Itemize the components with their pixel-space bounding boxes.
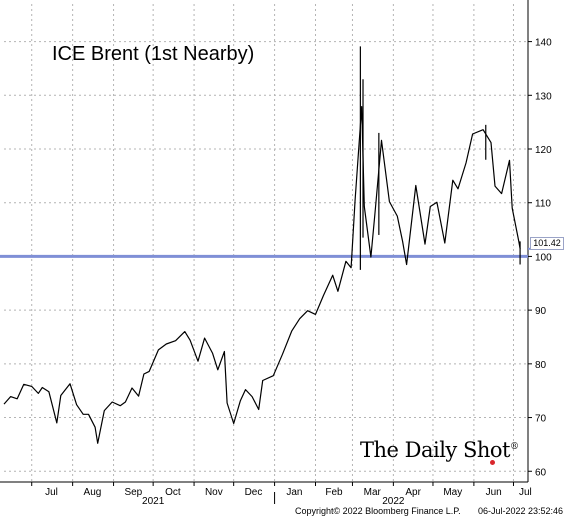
y-tick-label: 70 bbox=[535, 414, 547, 425]
y-tick-label: 100 bbox=[535, 252, 552, 263]
y-tick-label: 140 bbox=[535, 38, 552, 49]
watermark-dot bbox=[490, 460, 495, 465]
y-tick-label: 80 bbox=[535, 360, 547, 371]
y-tick-label: 110 bbox=[535, 199, 551, 210]
x-month-label: Mar bbox=[364, 487, 382, 498]
x-month-label: May bbox=[443, 487, 462, 498]
x-month-label: Feb bbox=[325, 487, 343, 498]
x-month-label: Sep bbox=[124, 487, 142, 498]
x-month-label: Nov bbox=[205, 487, 223, 498]
x-month-label: Aug bbox=[84, 487, 102, 498]
x-month-label: Jul bbox=[519, 487, 532, 498]
copyright-note: Copyright© 2022 Bloomberg Finance L.P. bbox=[295, 506, 461, 516]
line-layer bbox=[0, 46, 531, 444]
x-month-label: Jul bbox=[45, 487, 58, 498]
watermark-logo: The Daily Shot® bbox=[360, 438, 519, 462]
y-tick-label: 90 bbox=[535, 306, 547, 317]
axis-layer: 60 70 80 90 100 110 120 130 140 Jul Aug Sep Oct Nov De… bbox=[0, 0, 552, 507]
chart-title: ICE Brent (1st Nearby) bbox=[52, 43, 255, 65]
y-tick-label: 120 bbox=[535, 145, 552, 156]
price-series-line bbox=[3, 106, 521, 444]
x-month-label: Dec bbox=[245, 487, 263, 498]
x-month-label: Apr bbox=[405, 487, 421, 498]
x-month-label: Jan bbox=[286, 487, 302, 498]
x-month-label: Oct bbox=[165, 487, 181, 498]
x-year-label: 2021 bbox=[142, 496, 165, 507]
x-year-label: 2022 bbox=[382, 496, 405, 507]
y-tick-label: 130 bbox=[535, 91, 552, 102]
watermark-text: The Daily Shot bbox=[360, 438, 510, 462]
grid-layer bbox=[4, 4, 528, 482]
last-value-label: 101.42 bbox=[530, 237, 564, 250]
y-tick-label: 60 bbox=[535, 467, 547, 478]
x-month-label: Jun bbox=[486, 487, 502, 498]
registered-mark: ® bbox=[509, 442, 519, 452]
timestamp: 06-Jul-2022 23:52:46 bbox=[478, 506, 564, 516]
